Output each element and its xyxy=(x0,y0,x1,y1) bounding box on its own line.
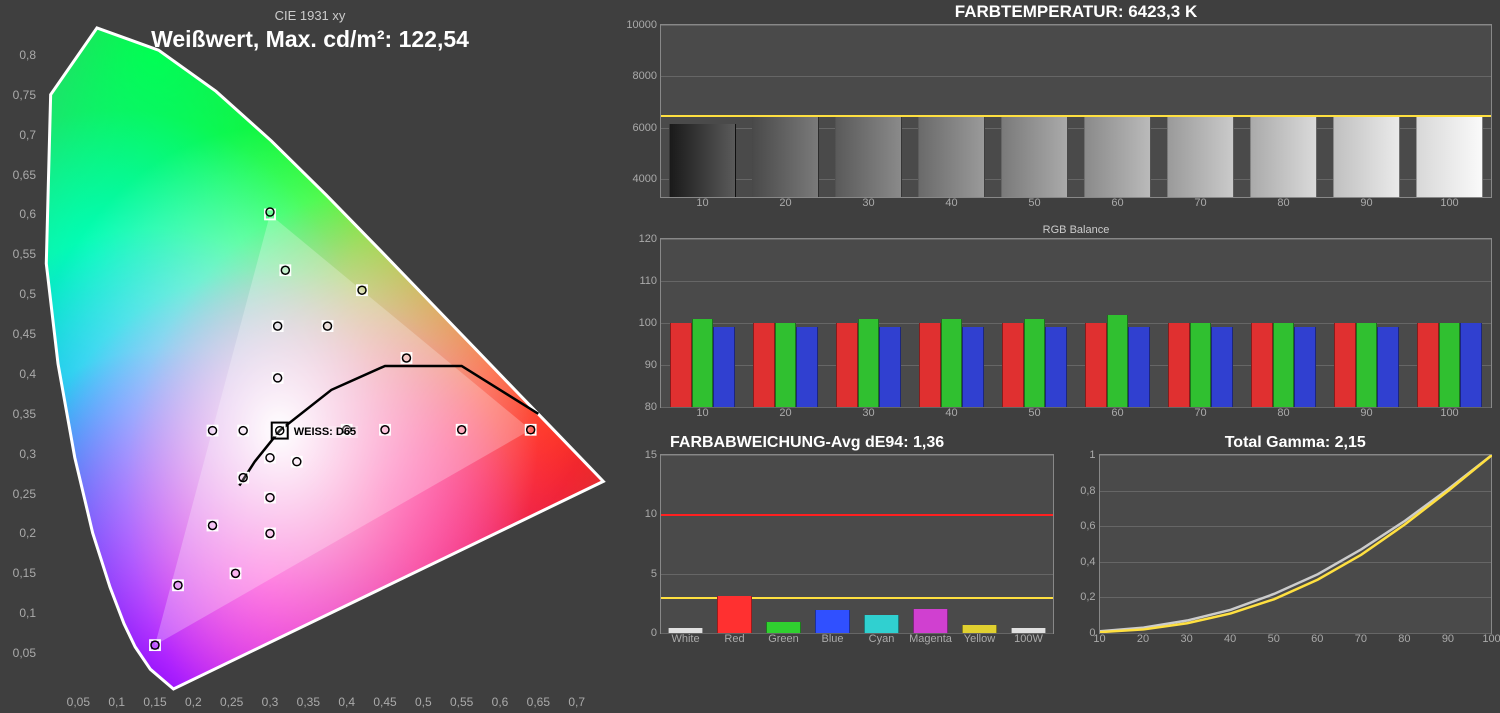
color-error-bar xyxy=(962,625,996,633)
rgb-bar xyxy=(1273,323,1295,407)
color-temp-bar xyxy=(1084,117,1150,197)
color-temp-bar xyxy=(918,117,984,197)
color-error-bar xyxy=(815,610,849,633)
rgb-bar xyxy=(670,323,692,407)
color-temp-chart: 40006000800010000 102030405060708090100 xyxy=(660,24,1492,198)
color-temp-bar xyxy=(835,117,901,197)
rgb-bar xyxy=(1024,319,1046,407)
rgb-bar xyxy=(1334,323,1356,407)
color-error-panel: FARBABWEICHUNG-Avg dE94: 1,36 051015 Whi… xyxy=(660,434,1054,711)
rgb-bar xyxy=(1460,323,1482,407)
color-temp-bar xyxy=(1333,117,1399,197)
rgb-bar xyxy=(1356,323,1378,407)
rgb-bar xyxy=(1002,323,1024,407)
cie-chromaticity-panel: CIE 1931 xy Weißwert, Max. cd/m²: 122,54… xyxy=(0,0,620,713)
color-temp-bar xyxy=(752,117,818,197)
color-temp-yaxis: 40006000800010000 xyxy=(621,25,659,197)
rgb-bar xyxy=(753,323,775,407)
rgb-bar xyxy=(1045,327,1067,407)
rgb-bar xyxy=(858,319,880,407)
d65-label: WEISS: D65 xyxy=(292,426,358,438)
gamma-xaxis: 102030405060708090100 xyxy=(1100,633,1492,649)
cie-x-axis: 0,050,10,150,20,250,30,350,40,450,50,550… xyxy=(40,695,620,713)
color-error-bar xyxy=(766,622,800,633)
color-error-xaxis: WhiteRedGreenBlueCyanMagentaYellow100W xyxy=(661,633,1053,649)
rgb-balance-yaxis: 8090100110120 xyxy=(621,239,659,407)
rgb-bar xyxy=(1251,323,1273,407)
rgb-bar xyxy=(796,327,818,407)
cie-diagram xyxy=(40,15,615,693)
color-temp-bar xyxy=(1416,117,1482,197)
rgb-bar xyxy=(1128,327,1150,407)
rgb-bar xyxy=(692,319,714,407)
color-error-chart: 051015 WhiteRedGreenBlueCyanMagentaYello… xyxy=(660,454,1054,634)
gamma-panel: Total Gamma: 2,15 00,20,40,60,81 1020304… xyxy=(1099,434,1493,711)
color-temp-bar xyxy=(1250,117,1316,197)
rgb-bar xyxy=(1377,327,1399,407)
color-temp-title: FARBTEMPERATUR: 6423,3 K xyxy=(660,2,1492,22)
color-error-bar xyxy=(1011,628,1045,633)
rgb-balance-xaxis: 102030405060708090100 xyxy=(661,407,1491,423)
rgb-bar xyxy=(1168,323,1190,407)
rgb-balance-panel: RGB Balance 8090100110120 10203040506070… xyxy=(660,224,1492,408)
rgb-bar xyxy=(836,323,858,407)
rgb-bar xyxy=(1417,323,1439,407)
color-error-bar xyxy=(717,596,751,633)
rgb-bar xyxy=(941,319,963,407)
rgb-bar xyxy=(775,323,797,407)
rgb-balance-chart: 8090100110120 102030405060708090100 xyxy=(660,238,1492,408)
rgb-balance-title: RGB Balance xyxy=(660,224,1492,236)
color-temp-bar xyxy=(1001,117,1067,197)
gamma-chart: 00,20,40,60,81 102030405060708090100 xyxy=(1099,454,1493,634)
cie-y-axis: 0,050,10,150,20,250,30,350,40,450,50,550… xyxy=(0,0,40,713)
color-error-bar xyxy=(668,628,702,633)
rgb-bar xyxy=(879,327,901,407)
rgb-bar xyxy=(1211,327,1233,407)
gamma-yaxis: 00,20,40,60,81 xyxy=(1070,455,1098,633)
rgb-bar xyxy=(962,327,984,407)
color-temp-panel: FARBTEMPERATUR: 6423,3 K 400060008000100… xyxy=(660,2,1492,198)
rgb-bar xyxy=(1107,315,1129,407)
rgb-bar xyxy=(1439,323,1461,407)
color-error-yaxis: 051015 xyxy=(621,455,659,633)
rgb-bar xyxy=(1190,323,1212,407)
rgb-bar xyxy=(1085,323,1107,407)
color-temp-bar xyxy=(1167,117,1233,197)
color-error-bar xyxy=(913,609,947,633)
color-temp-xaxis: 102030405060708090100 xyxy=(661,197,1491,213)
color-error-bar xyxy=(864,615,898,633)
gamma-title: Total Gamma: 2,15 xyxy=(1099,434,1493,452)
rgb-bar xyxy=(1294,327,1316,407)
rgb-bar xyxy=(713,327,735,407)
color-temp-bar xyxy=(669,124,735,197)
rgb-bar xyxy=(919,323,941,407)
color-error-title: FARBABWEICHUNG-Avg dE94: 1,36 xyxy=(660,434,1054,452)
